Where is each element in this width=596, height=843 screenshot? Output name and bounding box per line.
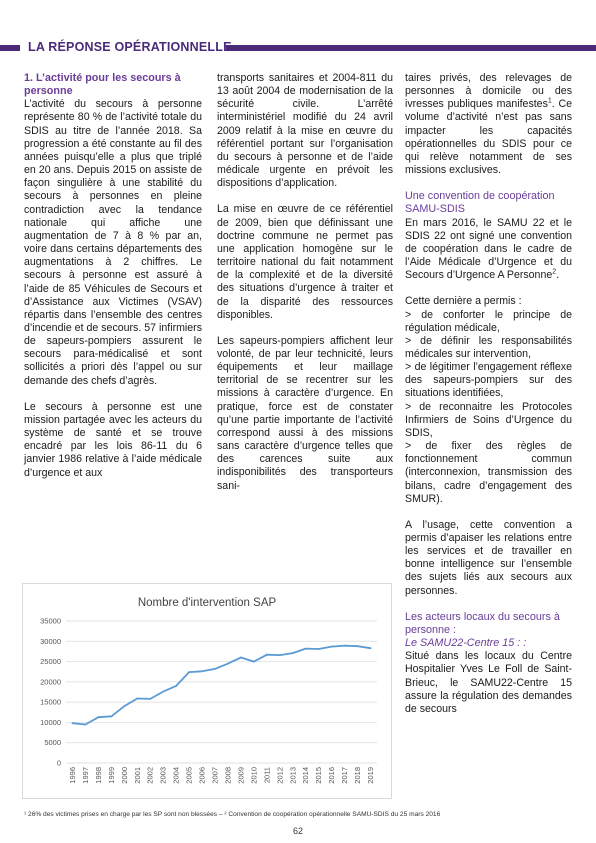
x-tick-label: 1996 bbox=[68, 767, 77, 784]
convention-bullet: > de légitimer l’engagement réflexe des … bbox=[405, 361, 572, 400]
data-point bbox=[278, 654, 281, 656]
footnote-ref-1: 1 bbox=[547, 97, 552, 105]
chart-svg: Nombre d'intervention SAP 0 5000 10000 1500… bbox=[22, 583, 392, 799]
column-3: taires privés, des relevages de personne… bbox=[405, 72, 572, 729]
data-point bbox=[227, 662, 229, 665]
y-tick-label: 30000 bbox=[40, 637, 61, 646]
x-tick-label: 2014 bbox=[301, 767, 310, 784]
paragraph-usage: A l’usage, cette convention a permis d’a… bbox=[405, 518, 572, 597]
x-tick-label: 2007 bbox=[211, 767, 220, 784]
x-tick-label: 2018 bbox=[353, 767, 362, 784]
header-bar-left bbox=[0, 45, 20, 51]
data-point bbox=[317, 648, 320, 650]
paragraph-samu: Situé dans les locaux du Centre Hospital… bbox=[405, 650, 572, 715]
heading-local-actors: Les acteurs locaux du secours à personne… bbox=[405, 610, 560, 636]
x-tick-label: 2003 bbox=[159, 767, 168, 784]
paragraph-convention-points: Cette dernière a permis : > de conforter… bbox=[405, 295, 572, 506]
x-tick-label: 2006 bbox=[198, 767, 207, 784]
x-tick-label: 1997 bbox=[81, 767, 90, 784]
paragraph-laws: transports sanitaires et 2004-811 du 13 … bbox=[217, 72, 393, 190]
data-point bbox=[162, 690, 165, 693]
x-tick-label: 2013 bbox=[288, 767, 297, 784]
x-tick-label: 2009 bbox=[236, 767, 245, 784]
paragraph-activity: L’activité du secours à personne représe… bbox=[24, 98, 202, 387]
data-point bbox=[175, 685, 178, 687]
text-private-transport-end: . Ce volume d’activité n’est pas sans im… bbox=[405, 98, 572, 177]
data-point bbox=[136, 697, 139, 700]
x-tick-label: 1999 bbox=[107, 767, 116, 784]
data-point bbox=[123, 705, 126, 708]
x-tick-label: 2015 bbox=[314, 767, 323, 784]
text-private-transport: taires privés, des relevages de personne… bbox=[405, 72, 572, 111]
paragraph-shared-mission: Le secours à personne est une mission pa… bbox=[24, 400, 202, 479]
data-point bbox=[84, 723, 87, 726]
subheading-samu: Le SAMU22-Centre 15 : : bbox=[405, 637, 527, 650]
data-point bbox=[214, 667, 216, 670]
footnote-ref-2: 2 bbox=[552, 268, 557, 276]
y-tick-label: 35000 bbox=[40, 617, 61, 626]
x-tick-label: 2010 bbox=[249, 767, 258, 784]
y-tick-label: 20000 bbox=[40, 677, 61, 686]
heading-activity: 1. L’activité pour les secours à personn… bbox=[24, 72, 181, 98]
column-2: transports sanitaires et 2004-811 du 13 … bbox=[217, 72, 393, 506]
x-tick-label: 2002 bbox=[146, 767, 155, 784]
data-point bbox=[110, 715, 113, 718]
convention-bullet: > de conforter le principe de régulation… bbox=[405, 308, 572, 334]
footnotes: ¹ 26% des victimes prises en charge par … bbox=[24, 811, 441, 818]
data-point bbox=[265, 653, 268, 656]
convention-bullet: > de reconnaitre les Protocoles Infirmie… bbox=[405, 400, 572, 439]
data-point bbox=[97, 716, 100, 719]
x-tick-label: 2016 bbox=[327, 767, 336, 784]
x-tick-label: 2012 bbox=[275, 767, 284, 784]
data-point bbox=[369, 647, 372, 650]
data-point bbox=[240, 656, 242, 659]
text-convention: En mars 2016, le SAMU 22 et le SDIS 22 o… bbox=[405, 216, 572, 282]
data-point bbox=[201, 670, 203, 673]
heading-convention: Une convention de coopération SAMU-SDIS bbox=[405, 190, 555, 216]
sap-interventions-chart: Nombre d'intervention SAP 0 5000 10000 1500… bbox=[22, 583, 392, 799]
chart-frame bbox=[22, 583, 392, 799]
convention-bullet: > de définir les responsabilités médical… bbox=[405, 334, 572, 360]
convention-bullet: > de fixer des règles de fonctionnement … bbox=[405, 440, 572, 505]
y-tick-label: 10000 bbox=[40, 718, 61, 727]
data-point bbox=[71, 722, 74, 725]
data-point bbox=[188, 671, 191, 674]
paragraph-private-transport: taires privés, des relevages de personne… bbox=[405, 72, 572, 177]
y-tick-label: 25000 bbox=[40, 657, 61, 666]
column-1: 1. L’activité pour les secours à personn… bbox=[24, 72, 202, 493]
data-point bbox=[356, 645, 359, 648]
x-tick-label: 1998 bbox=[94, 767, 103, 784]
x-tick-label: 2001 bbox=[133, 767, 142, 784]
data-point bbox=[291, 652, 294, 654]
x-tick-label: 2004 bbox=[172, 767, 181, 784]
data-point bbox=[304, 647, 307, 650]
x-tick-label: 2017 bbox=[340, 767, 349, 784]
x-tick-label: 2000 bbox=[120, 767, 129, 784]
x-tick-label: 2019 bbox=[366, 767, 375, 784]
x-tick-label: 2011 bbox=[262, 767, 271, 783]
page-number: 62 bbox=[292, 826, 303, 836]
paragraph-convention: En mars 2016, le SAMU 22 et le SDIS 22 o… bbox=[405, 217, 572, 283]
paragraph-referential: La mise en œuvre de ce référentiel de 20… bbox=[217, 203, 393, 321]
section-title: LA RÉPONSE OPÉRATIONNELLE bbox=[28, 40, 232, 54]
y-tick-label: 0 bbox=[57, 759, 61, 768]
x-tick-label: 2008 bbox=[223, 767, 232, 784]
data-point bbox=[330, 645, 333, 648]
y-tick-label: 5000 bbox=[44, 738, 61, 747]
section-header: LA RÉPONSE OPÉRATIONNELLE bbox=[0, 40, 596, 58]
y-tick-label: 15000 bbox=[40, 698, 61, 707]
data-point bbox=[252, 660, 255, 663]
series-line bbox=[72, 644, 371, 726]
x-tick-label: 2005 bbox=[185, 767, 194, 784]
text-convention-end: . bbox=[556, 269, 560, 282]
convention-intro: Cette dernière a permis : bbox=[405, 295, 522, 308]
chart-title: Nombre d'intervention SAP bbox=[138, 597, 277, 609]
header-bar-right bbox=[226, 45, 596, 51]
data-point bbox=[149, 697, 152, 700]
data-point bbox=[343, 644, 346, 647]
paragraph-firefighters: Les sapeurs-pompiers affichent leur volo… bbox=[217, 334, 393, 492]
